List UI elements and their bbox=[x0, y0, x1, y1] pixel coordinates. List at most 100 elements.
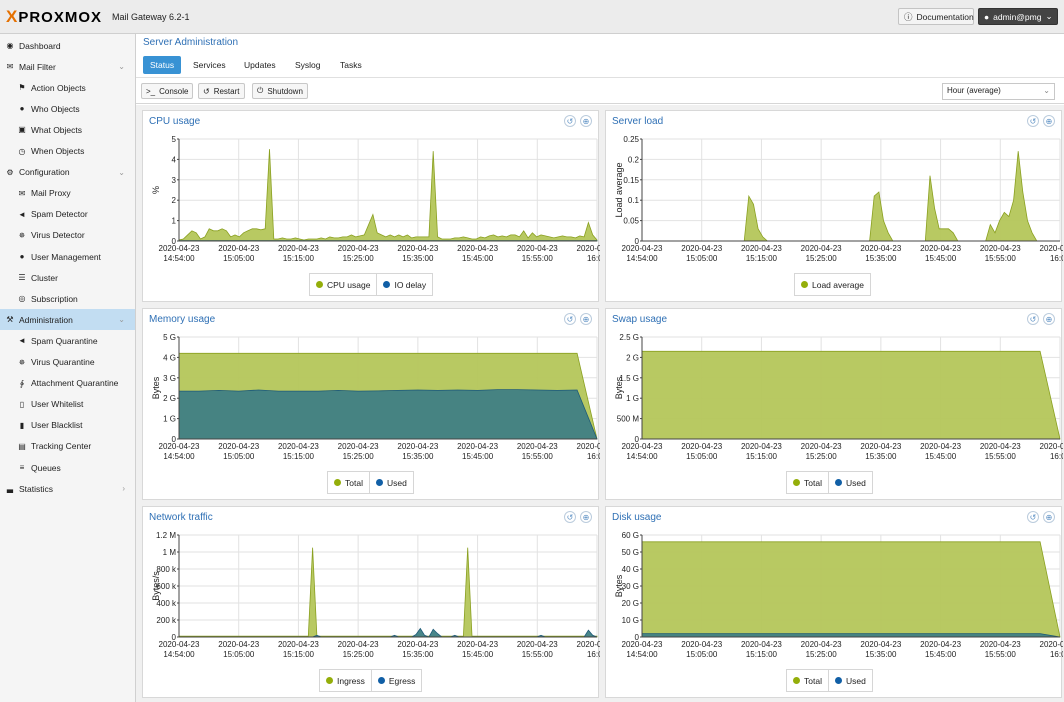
legend-item-used[interactable]: Used bbox=[829, 472, 872, 493]
sidebar-item-attachment-quarantine[interactable]: ∳ Attachment Quarantine bbox=[0, 373, 135, 394]
console-button[interactable]: >_ Console bbox=[141, 83, 194, 99]
sidebar-item-user-blacklist[interactable]: ▮ User Blacklist bbox=[0, 415, 135, 436]
server-icon: ☰ bbox=[18, 273, 26, 283]
sidebar-item-mail-filter[interactable]: ✉ Mail Filter ⌄ bbox=[0, 56, 135, 77]
x-tick-label: 2020-04-23 15:05:00 bbox=[218, 640, 259, 659]
legend-item-ingress[interactable]: Ingress bbox=[320, 670, 372, 691]
y-tick-label: 4 G bbox=[163, 353, 176, 362]
shutdown-button[interactable]: ⏻ Shutdown bbox=[252, 83, 308, 99]
legend-item-used[interactable]: Used bbox=[829, 670, 872, 691]
sidebar-item-tracking-center[interactable]: ▤ Tracking Center bbox=[0, 436, 135, 457]
undo-zoom-icon[interactable]: ↺ bbox=[1027, 313, 1039, 325]
network-chart[interactable]: 0 200 k 400 k 600 k 800 k 1 M 1.2 M 2020-04-23 1… bbox=[143, 525, 600, 667]
legend-item-total[interactable]: Total bbox=[787, 670, 829, 691]
disk-chart[interactable]: 0 10 G 20 G 30 G 40 G 50 G 60 G 2020-04-23 14:54… bbox=[606, 525, 1063, 667]
sidebar-item-spam-detector[interactable]: ◄ Spam Detector bbox=[0, 204, 135, 225]
legend-item-total[interactable]: Total bbox=[328, 472, 370, 493]
legend-dot bbox=[377, 677, 385, 684]
y-tick-label: 3 G bbox=[163, 374, 176, 383]
tab-services[interactable]: Services bbox=[193, 60, 226, 70]
legend-item-load-average[interactable]: Load average bbox=[795, 274, 870, 295]
crosshair-icon[interactable]: ⊕ bbox=[1043, 313, 1055, 325]
sidebar-item-administration[interactable]: ⚒ Administration ⌄ bbox=[0, 309, 135, 331]
sidebar-item-virus-detector[interactable]: ✵ Virus Detector bbox=[0, 225, 135, 246]
y-tick-label: 0 bbox=[635, 435, 640, 444]
chevron-right-icon[interactable]: › bbox=[122, 484, 125, 494]
sidebar-item-who-objects[interactable]: ● Who Objects bbox=[0, 98, 135, 119]
legend-item-cpu-usage[interactable]: CPU usage bbox=[310, 274, 378, 295]
shutdown-label: Shutdown bbox=[267, 86, 303, 96]
sidebar-item-user-management[interactable]: ● User Management bbox=[0, 246, 135, 267]
x-tick-label: 2020-04-23 14:54:00 bbox=[159, 442, 200, 461]
chevron-down-icon[interactable]: ⌄ bbox=[118, 315, 125, 325]
undo-zoom-icon[interactable]: ↺ bbox=[1027, 115, 1039, 127]
legend-label: Used bbox=[845, 477, 866, 488]
chart-title: Memory usage bbox=[149, 314, 216, 325]
y-tick-label: 0.05 bbox=[623, 217, 639, 226]
legend-item-io-delay[interactable]: IO delay bbox=[377, 274, 432, 295]
chevron-down-icon[interactable]: ⌄ bbox=[118, 62, 125, 72]
sidebar-item-subscription[interactable]: ◎ Subscription bbox=[0, 288, 135, 309]
undo-zoom-icon[interactable]: ↺ bbox=[1027, 511, 1039, 523]
sidebar-item-cluster[interactable]: ☰ Cluster bbox=[0, 267, 135, 288]
sidebar-item-mail-proxy[interactable]: ✉ Mail Proxy bbox=[0, 183, 135, 204]
restart-button[interactable]: ↺ Restart bbox=[198, 83, 245, 99]
undo-zoom-icon[interactable]: ↺ bbox=[564, 511, 576, 523]
x-tick-label: 2020-04-23 14:54:00 bbox=[159, 640, 200, 659]
series-area-total[interactable] bbox=[641, 541, 1061, 638]
series-area-egress[interactable] bbox=[179, 627, 598, 638]
load-chart[interactable]: 0 0.05 0.1 0.15 0.2 0.25 2020-04-23 14:54:00 202… bbox=[606, 129, 1063, 271]
user-menu-button[interactable]: ● admin@pmg ⌄ bbox=[978, 8, 1058, 25]
sidebar-item-label: Cluster bbox=[31, 272, 58, 283]
y-axis-label: % bbox=[151, 186, 161, 194]
series-area-used[interactable] bbox=[178, 389, 598, 440]
series-area-used[interactable] bbox=[641, 633, 1061, 638]
x-tick-label: 2020-04-23 15:35:00 bbox=[860, 640, 901, 659]
clock-icon: ◷ bbox=[18, 146, 26, 156]
legend-item-total[interactable]: Total bbox=[787, 472, 829, 493]
sidebar-item-what-objects[interactable]: ▣ What Objects bbox=[0, 119, 135, 140]
crosshair-icon[interactable]: ⊕ bbox=[1043, 115, 1055, 127]
tab-updates[interactable]: Updates bbox=[244, 60, 276, 70]
series-area-total[interactable] bbox=[641, 350, 1061, 440]
documentation-button[interactable]: ⓘ Documentation bbox=[898, 8, 974, 25]
main-content: Server Administration Status Services Up… bbox=[136, 34, 1064, 702]
sidebar-item-spam-quarantine[interactable]: ◄ Spam Quarantine bbox=[0, 330, 135, 351]
crosshair-icon[interactable]: ⊕ bbox=[580, 115, 592, 127]
series-area-cpu-usage[interactable] bbox=[178, 149, 598, 242]
series-area-ingress[interactable] bbox=[178, 547, 598, 638]
sidebar-item-dashboard[interactable]: ◉ Dashboard bbox=[0, 35, 135, 56]
crosshair-icon[interactable]: ⊕ bbox=[580, 313, 592, 325]
undo-zoom-icon[interactable]: ↺ bbox=[564, 313, 576, 325]
crosshair-icon[interactable]: ⊕ bbox=[1043, 511, 1055, 523]
x-tick-label: 2020-04-23 15:05:00 bbox=[681, 244, 722, 263]
cpu-chart[interactable]: 0 1 2 3 4 5 2020-04-23 14:54:00 2020-04-23 15:05:… bbox=[143, 129, 600, 271]
chart-legend: Total Used bbox=[786, 669, 873, 692]
sidebar-item-label: Subscription bbox=[31, 293, 78, 304]
tab-syslog[interactable]: Syslog bbox=[295, 60, 321, 70]
tab-status[interactable]: Status bbox=[143, 56, 182, 74]
legend-item-egress[interactable]: Egress bbox=[372, 670, 421, 691]
timeframe-select[interactable]: Hour (average) ⌄ bbox=[942, 83, 1055, 100]
undo-zoom-icon[interactable]: ↺ bbox=[564, 115, 576, 127]
swap-chart[interactable]: 0 500 M 1 G 1.5 G 2 G 2.5 G 2020-04-23 14:54:00… bbox=[606, 327, 1063, 469]
sidebar-item-user-whitelist[interactable]: ▯ User Whitelist bbox=[0, 394, 135, 415]
sidebar-item-action-objects[interactable]: ⚑ Action Objects bbox=[0, 77, 135, 98]
sidebar-item-when-objects[interactable]: ◷ When Objects bbox=[0, 141, 135, 162]
x-tick-label: 2020-04-23 15:05:00 bbox=[681, 442, 722, 461]
sidebar-item-statistics[interactable]: ▃ Statistics › bbox=[0, 478, 135, 499]
proxmox-logo[interactable]: X PROXMOX Mail Gateway 6.2-1 bbox=[6, 7, 190, 26]
cogs-icon: ⚙ bbox=[6, 167, 14, 177]
x-tick-label: 2020-04-23 15:35:00 bbox=[397, 244, 438, 263]
chevron-down-icon[interactable]: ⌄ bbox=[118, 167, 125, 177]
tab-tasks[interactable]: Tasks bbox=[340, 60, 362, 70]
sidebar-item-configuration[interactable]: ⚙ Configuration ⌄ bbox=[0, 162, 135, 183]
y-axis-label: Bytes bbox=[614, 376, 624, 399]
x-tick-label: 2020-04-23 15:25:00 bbox=[338, 244, 379, 263]
sidebar-item-queues[interactable]: ≡ Queues bbox=[0, 457, 135, 478]
memory-chart[interactable]: 0 1 G 2 G 3 G 4 G 5 G 2020-04-23 14:54:00 2020-0… bbox=[143, 327, 600, 469]
sidebar-item-virus-quarantine[interactable]: ✵ Virus Quarantine bbox=[0, 352, 135, 373]
series-area-load-average[interactable] bbox=[642, 151, 1060, 242]
legend-item-used[interactable]: Used bbox=[370, 472, 413, 493]
crosshair-icon[interactable]: ⊕ bbox=[580, 511, 592, 523]
